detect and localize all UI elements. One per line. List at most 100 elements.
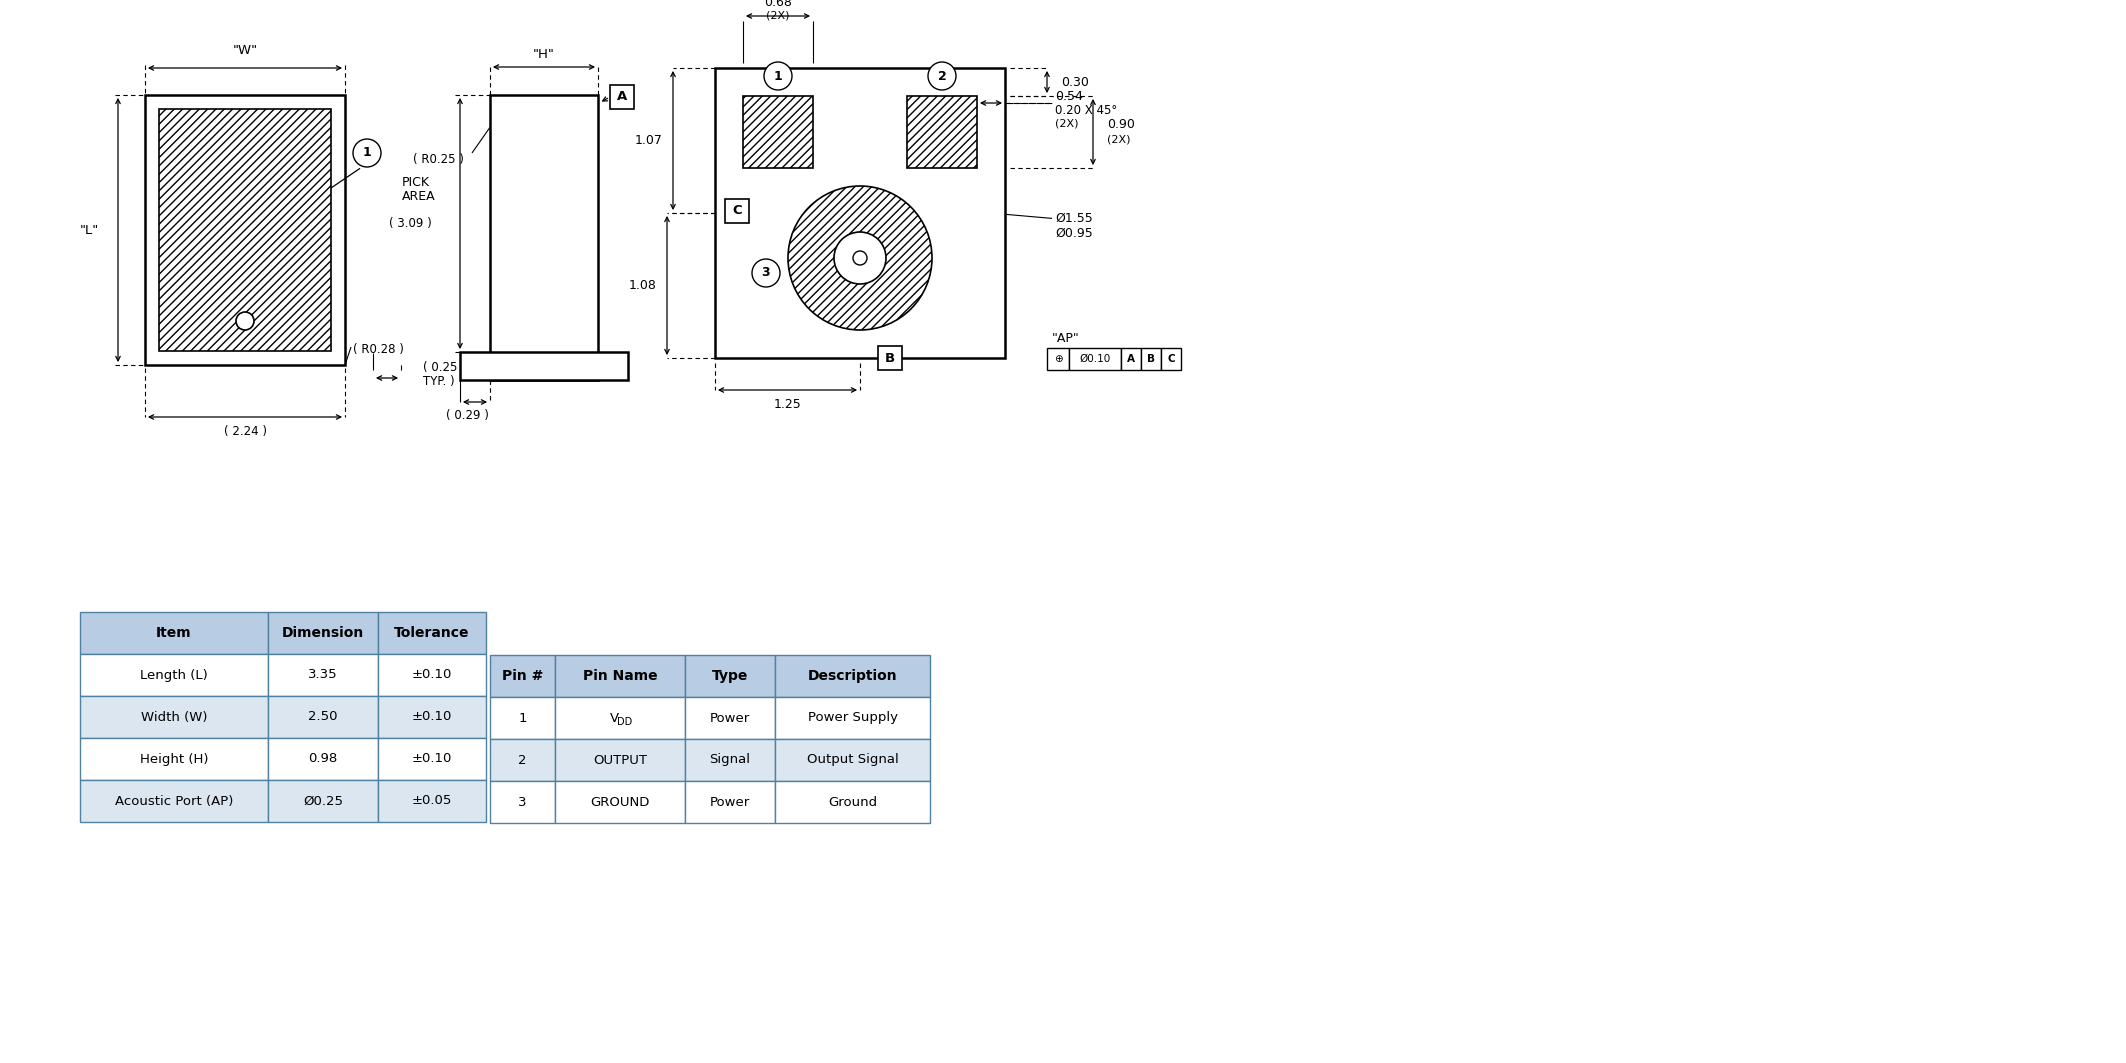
Bar: [268, 780, 378, 822]
Text: B: B: [1148, 354, 1154, 364]
Bar: [725, 199, 748, 223]
Text: 1: 1: [519, 711, 527, 725]
Text: ±0.10: ±0.10: [412, 710, 453, 724]
Bar: [81, 780, 268, 822]
Bar: [555, 697, 685, 739]
Bar: [1120, 348, 1142, 370]
Circle shape: [929, 62, 957, 90]
Text: 3: 3: [519, 795, 527, 809]
Text: ( 0.29 ): ( 0.29 ): [446, 409, 489, 422]
Bar: [268, 738, 378, 780]
Text: 0.90: 0.90: [1108, 118, 1135, 131]
Circle shape: [853, 251, 867, 265]
Text: 1.25: 1.25: [774, 398, 802, 410]
Bar: [685, 781, 776, 823]
Bar: [776, 655, 929, 697]
Text: C: C: [1167, 354, 1176, 364]
Bar: [1069, 348, 1120, 370]
Text: Width (W): Width (W): [140, 710, 206, 724]
Circle shape: [753, 259, 780, 287]
Text: Pin #: Pin #: [502, 669, 542, 684]
Bar: [776, 781, 929, 823]
Text: Pin Name: Pin Name: [583, 669, 657, 684]
Bar: [378, 738, 487, 780]
Text: ( R0.28 ): ( R0.28 ): [353, 343, 404, 356]
Bar: [489, 739, 555, 781]
Text: A: A: [617, 90, 627, 103]
Bar: [489, 655, 555, 697]
Bar: [378, 612, 487, 654]
Text: DD: DD: [617, 718, 634, 727]
Text: 0.20 X 45°: 0.20 X 45°: [1054, 103, 1118, 117]
Text: OUTPUT: OUTPUT: [593, 754, 646, 766]
Text: ±0.05: ±0.05: [412, 794, 453, 808]
Bar: [81, 654, 268, 696]
Bar: [742, 96, 812, 168]
Text: 0.30: 0.30: [1061, 75, 1089, 88]
Text: (2X): (2X): [1108, 134, 1131, 144]
Text: Output Signal: Output Signal: [806, 754, 899, 766]
Circle shape: [236, 313, 253, 330]
Text: ( R0.25 ): ( R0.25 ): [412, 153, 463, 167]
Text: 1: 1: [364, 147, 372, 159]
Bar: [459, 352, 627, 379]
Bar: [685, 655, 776, 697]
Bar: [776, 739, 929, 781]
Text: GROUND: GROUND: [591, 795, 651, 809]
Text: ⊕: ⊕: [1054, 354, 1063, 364]
Circle shape: [763, 62, 793, 90]
Text: 3: 3: [761, 267, 770, 280]
Bar: [555, 655, 685, 697]
Bar: [1161, 348, 1182, 370]
Bar: [81, 612, 268, 654]
Bar: [555, 739, 685, 781]
Text: (2X): (2X): [1054, 119, 1078, 129]
Text: (2X): (2X): [765, 10, 789, 20]
Bar: [268, 654, 378, 696]
Text: Acoustic Port (AP): Acoustic Port (AP): [115, 794, 234, 808]
Text: "H": "H": [534, 49, 555, 62]
Text: PICK: PICK: [402, 176, 429, 189]
Text: "L": "L": [81, 223, 100, 236]
Text: 2: 2: [938, 69, 946, 83]
Bar: [489, 781, 555, 823]
Text: 0.54: 0.54: [1054, 89, 1082, 102]
Text: 0.68: 0.68: [763, 0, 793, 9]
Text: "AP": "AP": [1052, 332, 1080, 344]
Bar: [159, 109, 332, 351]
Bar: [1046, 348, 1069, 370]
Text: 1: 1: [774, 69, 782, 83]
Bar: [268, 612, 378, 654]
Text: Power Supply: Power Supply: [808, 711, 897, 725]
Bar: [268, 696, 378, 738]
Text: C: C: [731, 204, 742, 218]
Bar: [878, 345, 901, 370]
Text: 0.98: 0.98: [308, 753, 338, 765]
Text: AREA: AREA: [402, 189, 436, 202]
Text: ±0.10: ±0.10: [412, 753, 453, 765]
Text: 2.50: 2.50: [308, 710, 338, 724]
Text: Power: Power: [710, 795, 750, 809]
Text: Signal: Signal: [710, 754, 750, 766]
Bar: [776, 697, 929, 739]
Text: Description: Description: [808, 669, 897, 684]
Text: Ø0.25: Ø0.25: [304, 794, 342, 808]
Bar: [555, 781, 685, 823]
Text: "W": "W": [232, 45, 257, 57]
Text: TYP. ): TYP. ): [423, 375, 455, 388]
Text: 1.07: 1.07: [636, 134, 663, 147]
Bar: [378, 696, 487, 738]
Text: Ø0.10: Ø0.10: [1080, 354, 1110, 364]
Circle shape: [833, 232, 887, 284]
Bar: [908, 96, 978, 168]
Bar: [685, 697, 776, 739]
Circle shape: [353, 139, 381, 167]
Text: A: A: [1127, 354, 1135, 364]
Text: ±0.10: ±0.10: [412, 669, 453, 681]
Text: 1.08: 1.08: [629, 279, 657, 292]
Text: B: B: [884, 352, 895, 365]
Text: Type: Type: [712, 669, 748, 684]
Text: ( 3.09 ): ( 3.09 ): [389, 217, 432, 230]
Text: Height (H): Height (H): [140, 753, 208, 765]
Text: Power: Power: [710, 711, 750, 725]
